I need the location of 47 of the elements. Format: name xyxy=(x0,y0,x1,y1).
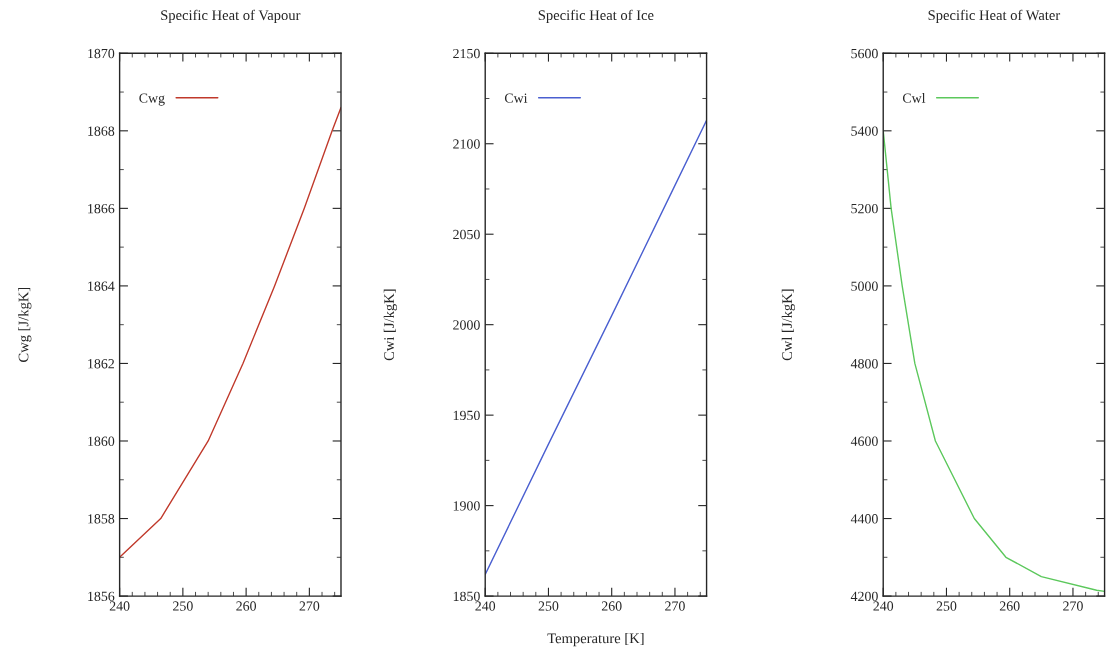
chart-title: Specific Heat of Vapour xyxy=(161,9,301,24)
y-tick-label: 5000 xyxy=(851,281,878,291)
chart-title: Specific Heat of Ice xyxy=(538,9,654,24)
x-tick-label: 260 xyxy=(601,601,622,611)
y-tick-label: 4200 xyxy=(850,591,878,602)
x-axis-title: Temperature [K] xyxy=(547,632,644,647)
x-tick-label: 250 xyxy=(538,601,559,611)
y-tick-label: 1868 xyxy=(88,126,115,136)
x-tick-label: 250 xyxy=(173,601,193,611)
x-tick-label: 240 xyxy=(475,601,496,611)
x-tick-label: 250 xyxy=(936,601,957,611)
y-tick-label: 1950 xyxy=(453,410,480,421)
x-tick-label: 260 xyxy=(999,601,1020,611)
y-axis-title: Cwg [J/kgK] xyxy=(18,287,32,362)
y-tick-label: 4800 xyxy=(850,359,878,369)
x-tick-label: 240 xyxy=(873,601,894,611)
y-tick-label: 1856 xyxy=(88,591,115,602)
x-tick-label: 240 xyxy=(109,601,130,611)
y-tick-label: 1860 xyxy=(88,436,115,446)
legend-label: Cwi xyxy=(504,93,528,103)
y-tick-label: 2100 xyxy=(453,139,480,149)
chart-title: Specific Heat of Water xyxy=(928,9,1061,24)
y-tick-label: 1900 xyxy=(453,501,480,511)
y-tick-label: 2000 xyxy=(453,320,480,330)
x-tick-label: 260 xyxy=(236,601,257,611)
legend-label: Cwl xyxy=(902,93,926,103)
y-tick-label: 1850 xyxy=(453,591,480,602)
y-tick-label: 1866 xyxy=(88,203,115,214)
y-tick-label: 1864 xyxy=(88,281,115,291)
y-tick-label: 2150 xyxy=(453,48,480,59)
y-tick-label: 2050 xyxy=(453,229,480,240)
x-tick-label: 270 xyxy=(1063,601,1083,611)
x-tick-label: 270 xyxy=(299,601,320,611)
line-series xyxy=(119,106,341,558)
y-tick-label: 1862 xyxy=(88,359,114,369)
y-tick-label: 4400 xyxy=(850,514,878,524)
y-tick-label: 5200 xyxy=(851,203,878,214)
y-tick-label: 5600 xyxy=(851,48,878,59)
x-tick-label: 270 xyxy=(665,601,685,611)
y-axis-title: Cwi [J/kgK] xyxy=(383,289,398,361)
y-tick-label: 4600 xyxy=(850,436,878,446)
line-series xyxy=(485,119,707,576)
y-tick-label: 1870 xyxy=(88,48,115,59)
y-axis-title: Cwl [J/kgK] xyxy=(781,289,796,361)
legend-label: Cwg xyxy=(139,93,165,106)
y-tick-label: 5400 xyxy=(851,126,878,136)
y-tick-label: 1858 xyxy=(88,514,115,524)
